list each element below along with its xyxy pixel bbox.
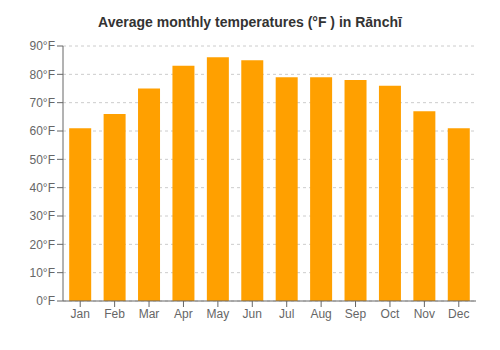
- svg-text:10°F: 10°F: [30, 266, 55, 280]
- svg-text:Dec: Dec: [448, 307, 469, 321]
- svg-text:Mar: Mar: [139, 307, 160, 321]
- svg-text:90°F: 90°F: [30, 39, 55, 53]
- svg-text:30°F: 30°F: [30, 209, 55, 223]
- svg-text:60°F: 60°F: [30, 124, 55, 138]
- svg-text:70°F: 70°F: [30, 96, 55, 110]
- svg-text:Feb: Feb: [104, 307, 125, 321]
- html-text:Average monthly temperatures (: Average monthly temperatures (°F ) in Rā…: [98, 14, 402, 30]
- svg-text:Jan: Jan: [71, 307, 90, 321]
- svg-text:80°F: 80°F: [30, 68, 55, 82]
- svg-text:20°F: 20°F: [30, 238, 55, 252]
- svg-text:May: May: [207, 307, 230, 321]
- svg-text:40°F: 40°F: [30, 181, 55, 195]
- svg-text:Sep: Sep: [345, 307, 367, 321]
- svg-text:Aug: Aug: [310, 307, 331, 321]
- svg-text:0°F: 0°F: [36, 294, 55, 308]
- svg-text:Nov: Nov: [414, 307, 435, 321]
- svg-text:50°F: 50°F: [30, 153, 55, 167]
- svg-text:Jul: Jul: [279, 307, 294, 321]
- svg-text:Jun: Jun: [243, 307, 262, 321]
- svg-text:Oct: Oct: [381, 307, 400, 321]
- svg-text:Apr: Apr: [174, 307, 193, 321]
